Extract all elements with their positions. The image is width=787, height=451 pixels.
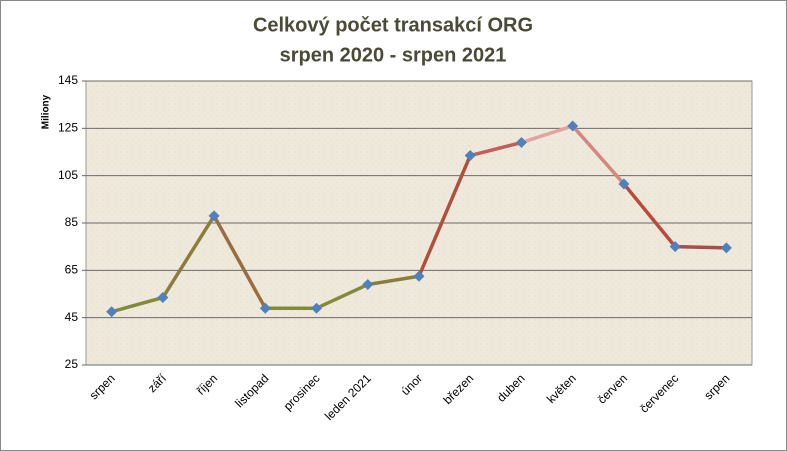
y-tick-label: 105 (58, 168, 78, 182)
marker (362, 279, 374, 291)
marker (259, 302, 271, 314)
y-tick-label: 65 (65, 263, 79, 277)
y-axis-label: Miliony (41, 94, 52, 129)
marker (669, 241, 681, 253)
chart-subtitle: srpen 2020 - srpen 2021 (280, 44, 507, 66)
y-tick-label: 45 (65, 310, 79, 324)
line-segment (468, 140, 524, 158)
line-segment (673, 244, 729, 250)
line-segment (314, 282, 370, 310)
y-tick-label: 85 (65, 215, 79, 229)
marker (464, 150, 476, 162)
line-segment (109, 295, 165, 314)
marker (720, 242, 732, 254)
line-segment (570, 124, 626, 186)
y-tick-label: 145 (58, 73, 78, 87)
line-segment (161, 214, 216, 300)
line-segment (417, 153, 472, 278)
marker (157, 292, 169, 304)
marker (567, 120, 579, 132)
y-tick-label: 25 (65, 357, 79, 371)
marker (515, 137, 527, 149)
marker (311, 302, 323, 314)
line-segment (366, 274, 421, 287)
marker (413, 270, 425, 282)
line-segment (519, 124, 575, 145)
line-segment (622, 182, 677, 249)
marker (208, 210, 220, 222)
marker (106, 306, 118, 318)
line-segment (212, 214, 268, 310)
marker (618, 178, 630, 190)
y-tick-label: 125 (58, 121, 78, 135)
chart-title: Celkový počet transakcí ORG (253, 14, 533, 36)
